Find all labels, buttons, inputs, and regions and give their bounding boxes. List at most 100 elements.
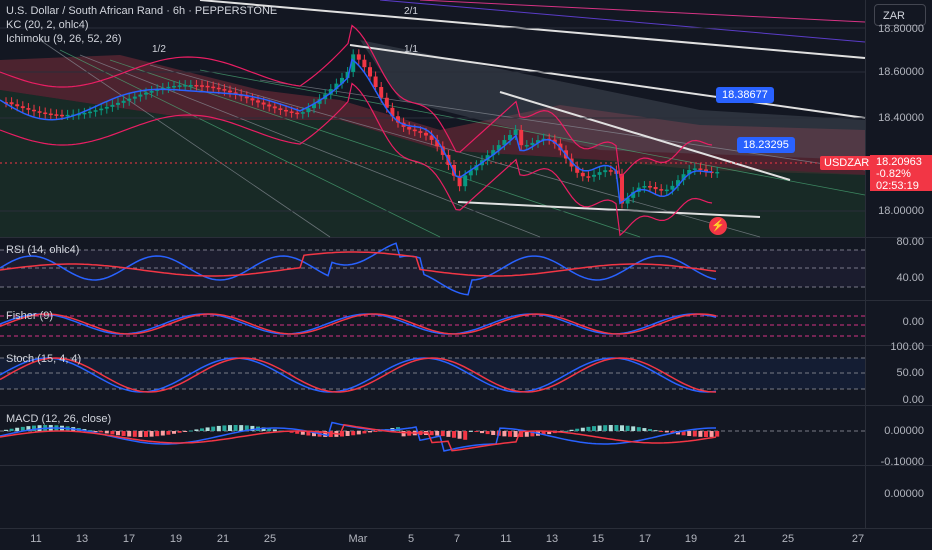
macd-histogram-bar (166, 431, 171, 435)
candle-body (76, 113, 81, 116)
macd-pane-title[interactable]: MACD (12, 26, close) (6, 413, 112, 425)
price-label-2: 18.60000 (878, 66, 924, 78)
candle-body (300, 112, 305, 114)
macd-histogram-bar (687, 431, 692, 436)
time-axis-label: 11 (500, 533, 512, 545)
macd-histogram-bar (144, 431, 148, 437)
indicator-ichimoku[interactable]: Ichimoku (9, 26, 52, 26) (6, 33, 122, 45)
macd-histogram-bar (228, 425, 232, 431)
currency-button[interactable]: ZAR (874, 4, 926, 26)
symbol-title[interactable]: U.S. Dollar / South African Rand · 6h · … (6, 5, 278, 17)
macd-histogram-bar (625, 425, 630, 431)
candle-body (132, 96, 137, 99)
stoch-band (0, 358, 865, 389)
kc-lower-line (0, 82, 713, 237)
price-tag-lower[interactable]: 18.23295 (737, 137, 795, 153)
stoch-pane-title[interactable]: Stoch (15, 4, 4) (6, 353, 82, 365)
macd-histogram-bar (99, 431, 104, 433)
lightning-icon[interactable]: ⚡ (709, 217, 727, 235)
candle-body (267, 104, 272, 107)
macd-histogram-bar (88, 430, 92, 432)
support-line (457, 201, 761, 218)
time-axis-label: 13 (545, 533, 559, 545)
macd-histogram-bar (211, 426, 216, 431)
candle-body (172, 85, 176, 88)
macd-histogram-bar (132, 431, 137, 437)
candle-body (183, 85, 188, 87)
macd-histogram-bar (502, 431, 507, 437)
macd-histogram-bar (524, 431, 529, 437)
time-axis-label: 11 (30, 533, 42, 545)
rsi-label-40: 40.00 (896, 272, 924, 284)
candle-body (228, 90, 232, 93)
macd-histogram-bar (564, 430, 568, 432)
macd-histogram-bar (149, 431, 154, 437)
macd-histogram-bar (306, 431, 311, 436)
candle-body (390, 107, 395, 117)
candle-body (625, 197, 630, 204)
candle-body (575, 166, 580, 173)
macd-histogram-bar (373, 431, 378, 432)
macd-histogram-bar (239, 425, 244, 431)
time-axis-label: 13 (75, 533, 89, 545)
macd-histogram-bar (547, 431, 552, 435)
indicator-kc[interactable]: KC (20, 2, ohlc4) (6, 19, 89, 31)
macd-histogram-bar (26, 426, 31, 431)
candle-body (256, 100, 260, 103)
ichimoku-cloud-bear (0, 55, 865, 175)
rsi-ma-line (0, 251, 717, 277)
candle-body (250, 98, 255, 101)
candle-body (340, 77, 344, 84)
macd-histogram-bar (519, 431, 524, 437)
macd-histogram-bar (15, 427, 20, 431)
macd-histogram-bar (715, 431, 720, 437)
candle-body (166, 86, 171, 89)
candle-body (631, 191, 636, 198)
candle-body (211, 86, 216, 89)
candle-body (715, 171, 720, 174)
pane-bg-2 (0, 301, 932, 345)
candle-body (261, 102, 266, 105)
macd-histogram-bar (575, 428, 580, 431)
fisher-pane-title[interactable]: Fisher (9) (6, 310, 54, 322)
candle-body (328, 89, 333, 95)
macd-histogram-bar (474, 431, 479, 433)
candle-body (435, 139, 440, 147)
candle-body (524, 145, 529, 147)
candle-body (149, 90, 154, 93)
candle-body (222, 89, 227, 91)
candle-body (468, 170, 473, 176)
stoch-label-100: 100.00 (890, 341, 924, 353)
macd-histogram-bar (177, 431, 182, 433)
candle-body (424, 132, 428, 136)
macd-histogram-bar (216, 425, 221, 431)
macd-histogram-bar (121, 431, 126, 436)
candle-body (418, 131, 423, 133)
candle-body (233, 92, 238, 95)
rsi-pane-title[interactable]: RSI (14, ohlc4) (6, 244, 80, 256)
macd-histogram-bar (233, 425, 238, 431)
candle-body (82, 112, 87, 115)
candle-body (698, 168, 703, 170)
time-axis-label: 27 (851, 533, 865, 545)
candle-body (687, 169, 692, 175)
price-tag-upper[interactable]: 18.38677 (716, 87, 774, 103)
macd-histogram-bar (401, 431, 406, 437)
macd-histogram-bar (592, 426, 596, 431)
channel-line-2 (419, 0, 866, 23)
candle-body (99, 108, 104, 111)
macd-histogram-bar (653, 430, 658, 432)
macd-histogram-bar (457, 431, 462, 439)
rsi-line (0, 242, 717, 296)
candle-body (334, 83, 339, 90)
macd-histogram-bar (362, 431, 367, 434)
macd-histogram-bar (222, 425, 227, 431)
candle-body (457, 175, 462, 187)
candle-body (608, 170, 613, 172)
macd-histogram-bar (32, 425, 36, 431)
macd-histogram-bar (485, 431, 490, 435)
candle-body (508, 135, 512, 141)
candle-body (116, 102, 120, 105)
